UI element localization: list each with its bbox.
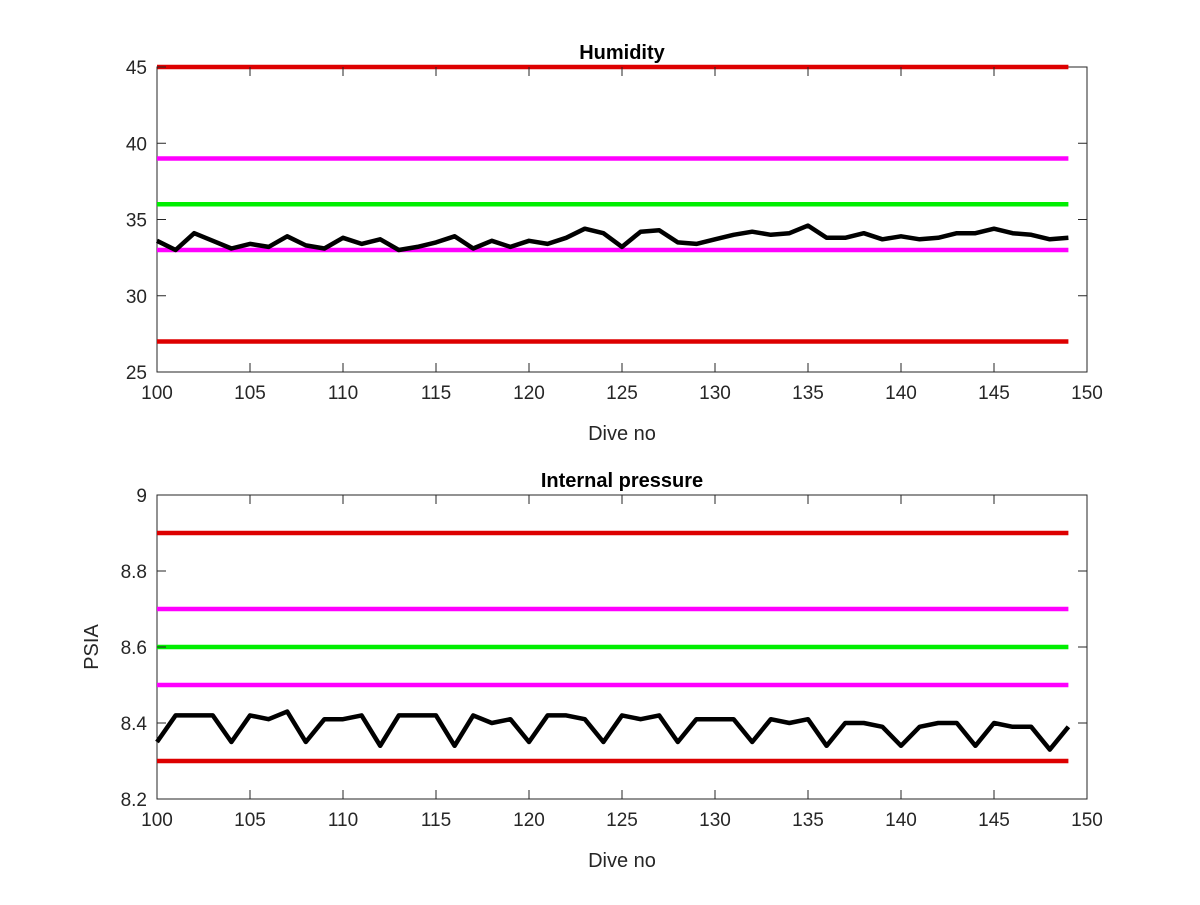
y-tick-label: 25: [126, 363, 147, 384]
x-tick-label: 145: [978, 810, 1010, 831]
y-axis-label: PSIA: [81, 624, 103, 670]
x-tick-label: 140: [885, 810, 917, 831]
y-tick-label: 8.8: [121, 562, 147, 583]
x-tick-label: 110: [328, 810, 358, 831]
chart-title: Humidity: [579, 42, 665, 64]
chart-title: Internal pressure: [541, 470, 703, 492]
x-tick-label: 135: [792, 383, 824, 404]
x-tick-label: 150: [1071, 383, 1103, 404]
x-tick-label: 130: [699, 383, 731, 404]
y-tick-label: 8.6: [121, 638, 147, 659]
x-tick-label: 110: [328, 383, 358, 404]
x-tick-label: 125: [606, 383, 638, 404]
y-tick-label: 30: [126, 287, 147, 308]
x-tick-label: 120: [513, 810, 545, 831]
y-tick-label: 9: [136, 486, 147, 507]
plot-area: [157, 67, 1087, 372]
x-axis-label: Dive no: [588, 850, 656, 872]
chart-panel-2: 100 105 110 115 120 125 130 135 140 145 150 8.2 8.4 8…: [81, 470, 1103, 872]
x-tick-label: 105: [234, 383, 266, 404]
x-tick-label: 150: [1071, 810, 1103, 831]
x-tick-label: 100: [141, 810, 173, 831]
x-tick-label: 105: [234, 810, 266, 831]
y-tick-label: 8.4: [121, 714, 148, 735]
y-tick-label: 35: [126, 211, 147, 232]
y-tick-label: 40: [126, 134, 147, 155]
x-tick-label: 135: [792, 810, 824, 831]
x-tick-label: 145: [978, 383, 1010, 404]
y-tick-label: 8.2: [121, 790, 147, 811]
x-tick-label: 115: [421, 383, 451, 404]
x-tick-label: 120: [513, 383, 545, 404]
x-axis-label: Dive no: [588, 423, 656, 445]
x-tick-label: 140: [885, 383, 917, 404]
x-tick-label: 130: [699, 810, 731, 831]
x-tick-label: 115: [421, 810, 451, 831]
chart-panel-1: 100 105 110 115 120 125 130 135 140 145 150 25 30 35 4…: [126, 42, 1103, 445]
x-tick-label: 100: [141, 383, 173, 404]
x-tick-label: 125: [606, 810, 638, 831]
y-tick-label: 45: [126, 58, 147, 79]
